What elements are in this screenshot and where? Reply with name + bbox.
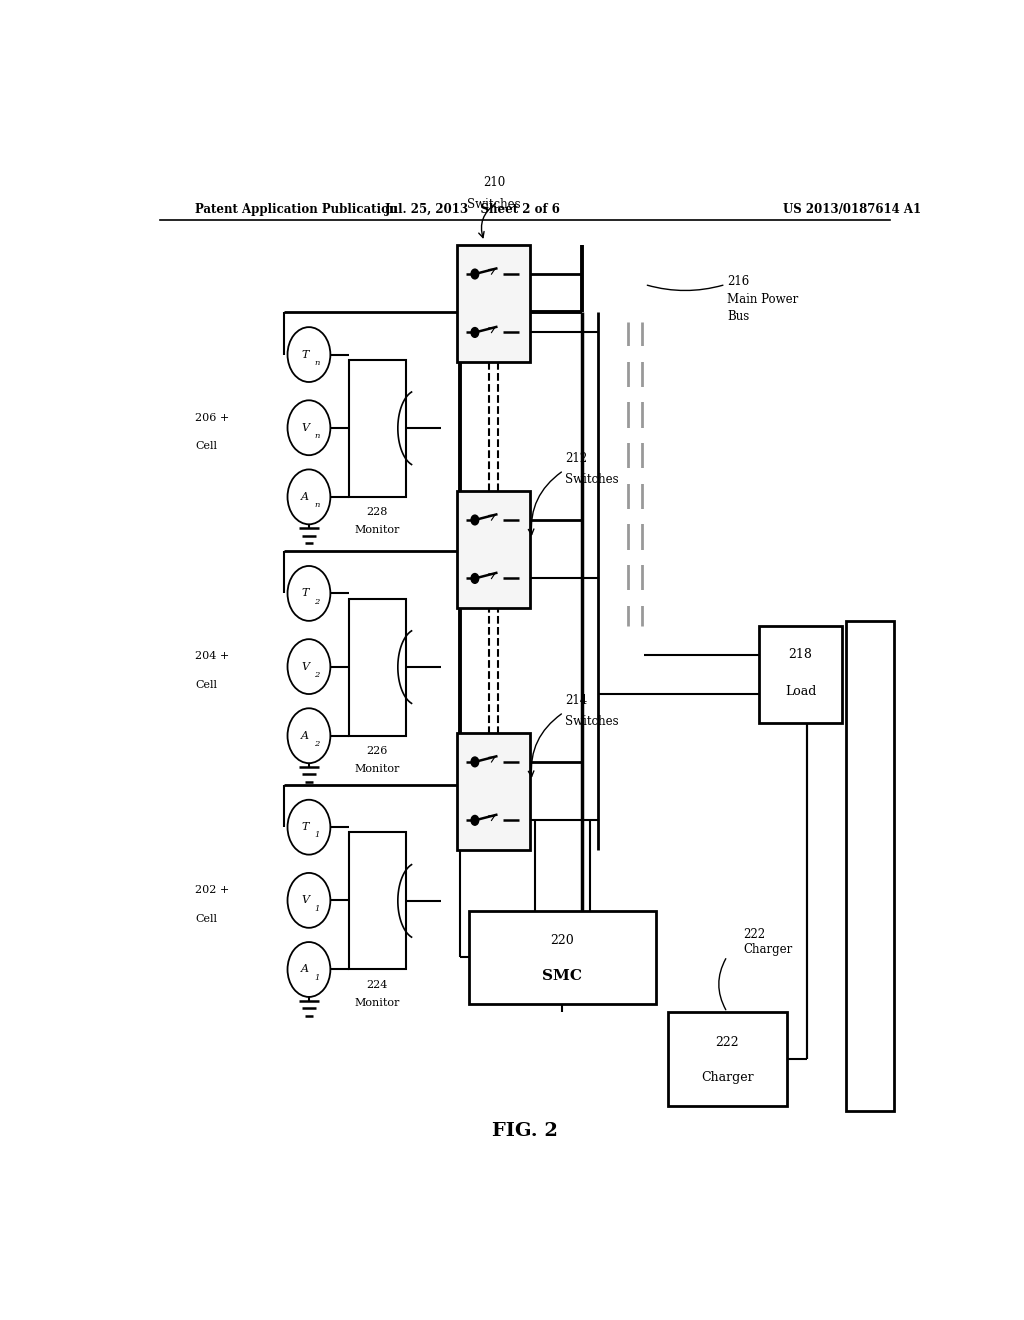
- Text: 2: 2: [314, 739, 319, 748]
- Circle shape: [288, 327, 331, 381]
- Bar: [846, 620, 894, 1110]
- Text: T: T: [301, 589, 308, 598]
- Text: Cell: Cell: [196, 441, 217, 451]
- Circle shape: [471, 574, 478, 583]
- Text: n: n: [314, 359, 319, 367]
- Text: Monitor: Monitor: [354, 525, 400, 536]
- Bar: [624, 428, 644, 444]
- Text: Switches: Switches: [565, 473, 618, 486]
- Circle shape: [288, 800, 331, 854]
- Text: Jul. 25, 2013   Sheet 2 of 6: Jul. 25, 2013 Sheet 2 of 6: [385, 203, 561, 216]
- Text: Cell: Cell: [196, 913, 217, 924]
- Bar: [668, 1012, 786, 1106]
- Text: Monitor: Monitor: [354, 764, 400, 774]
- Bar: [469, 911, 655, 1005]
- Text: V: V: [301, 422, 309, 433]
- Text: Monitor: Monitor: [354, 998, 400, 1008]
- Text: US 2013/0187614 A1: US 2013/0187614 A1: [782, 203, 921, 216]
- Text: 218: 218: [788, 648, 812, 661]
- Bar: [759, 626, 842, 722]
- Text: 222
Charger: 222 Charger: [743, 928, 793, 956]
- Bar: [348, 359, 406, 496]
- Text: Main Power: Main Power: [727, 293, 799, 305]
- Text: V: V: [301, 661, 309, 672]
- Bar: [624, 469, 644, 483]
- Text: T: T: [301, 822, 308, 832]
- Text: 2: 2: [314, 671, 319, 678]
- Text: V: V: [301, 895, 309, 906]
- Text: 214: 214: [565, 694, 588, 708]
- Text: 1: 1: [314, 832, 319, 840]
- Text: Cell: Cell: [196, 680, 217, 690]
- Circle shape: [471, 269, 478, 279]
- Text: 226: 226: [367, 746, 388, 756]
- Bar: [624, 590, 644, 606]
- Circle shape: [471, 816, 478, 825]
- Text: 206 +: 206 +: [196, 413, 229, 422]
- Circle shape: [471, 327, 478, 338]
- Circle shape: [471, 515, 478, 525]
- Text: A: A: [301, 492, 309, 502]
- Text: 210: 210: [482, 176, 505, 189]
- Bar: [624, 549, 644, 565]
- Text: n: n: [314, 502, 319, 510]
- Text: A: A: [301, 731, 309, 741]
- Text: SMC: SMC: [543, 969, 583, 983]
- Text: Patent Application Publication: Patent Application Publication: [196, 203, 398, 216]
- Bar: [348, 598, 406, 735]
- Text: Switches: Switches: [467, 198, 520, 211]
- Text: 2: 2: [314, 598, 319, 606]
- Text: +: +: [347, 385, 358, 399]
- Text: A: A: [301, 965, 309, 974]
- Text: Charger: Charger: [700, 1071, 754, 1084]
- Text: Load: Load: [784, 685, 816, 698]
- Bar: [624, 510, 644, 524]
- Text: T: T: [301, 350, 308, 359]
- Circle shape: [288, 873, 331, 928]
- Bar: [624, 387, 644, 403]
- Circle shape: [288, 566, 331, 620]
- Circle shape: [288, 709, 331, 763]
- Circle shape: [288, 639, 331, 694]
- Text: 1: 1: [314, 974, 319, 982]
- Text: FIG. 2: FIG. 2: [492, 1122, 558, 1140]
- Text: 202 +: 202 +: [196, 886, 229, 895]
- Text: 1: 1: [314, 904, 319, 912]
- Text: 228: 228: [367, 507, 388, 517]
- Circle shape: [288, 942, 331, 997]
- Text: 204 +: 204 +: [196, 652, 229, 661]
- Circle shape: [471, 756, 478, 767]
- Text: +: +: [347, 624, 358, 638]
- Circle shape: [288, 470, 331, 524]
- Text: +: +: [347, 858, 358, 871]
- Text: Bus: Bus: [727, 310, 750, 323]
- Circle shape: [288, 400, 331, 455]
- Bar: [458, 733, 530, 850]
- Text: 224: 224: [367, 979, 388, 990]
- Text: Switches: Switches: [565, 714, 618, 727]
- Bar: [458, 244, 530, 362]
- Text: 216: 216: [727, 276, 750, 288]
- Bar: [348, 833, 406, 969]
- Text: 220: 220: [551, 935, 574, 946]
- Text: 212: 212: [565, 453, 588, 466]
- Text: n: n: [314, 432, 319, 440]
- Bar: [624, 346, 644, 362]
- Text: 222: 222: [716, 1036, 739, 1048]
- Bar: [458, 491, 530, 607]
